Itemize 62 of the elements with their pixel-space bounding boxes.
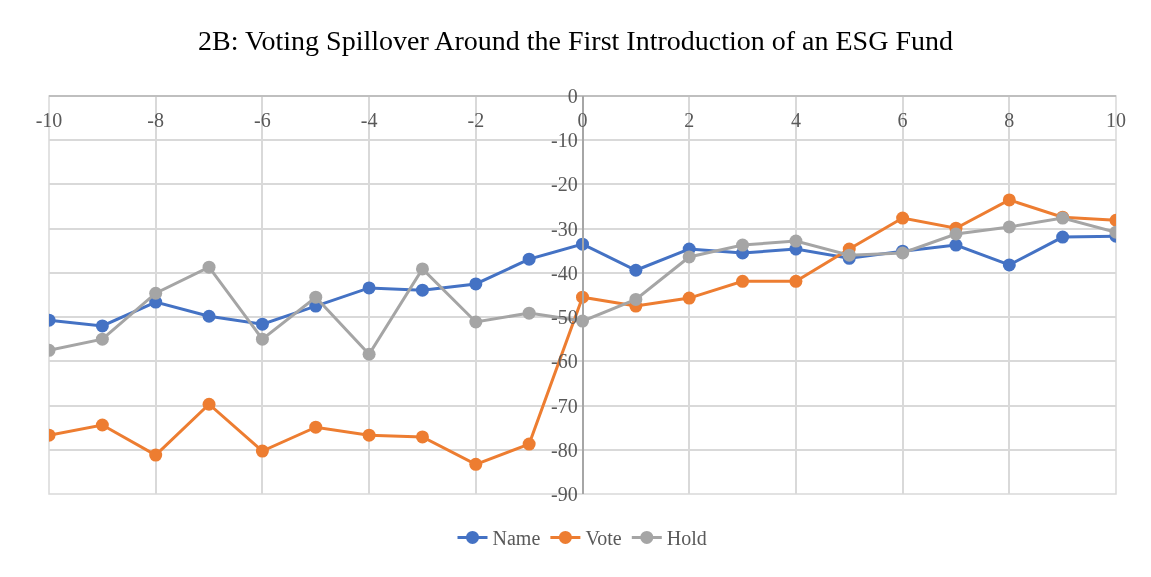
y-tick-label: -20 xyxy=(551,173,578,196)
point xyxy=(1056,230,1070,244)
point xyxy=(309,290,323,304)
point xyxy=(522,306,536,320)
y-tick-label: -90 xyxy=(551,483,578,505)
point xyxy=(522,252,536,266)
x-tick-label: 2 xyxy=(684,108,695,131)
x-tick-label: 8 xyxy=(1004,108,1015,131)
point xyxy=(629,292,643,306)
x-tick-label: -4 xyxy=(360,108,378,131)
y-tick-label: -70 xyxy=(551,394,578,417)
point xyxy=(629,263,643,277)
point xyxy=(415,283,429,297)
chart-title: 2B: Voting Spillover Around the First Introduction of an ESG Fund xyxy=(198,25,953,57)
y-tick-label: -80 xyxy=(551,438,578,461)
x-tick-label: 10 xyxy=(1106,108,1126,131)
x-tick-label: -8 xyxy=(147,108,165,131)
point xyxy=(682,250,696,264)
y-tick-label: -10 xyxy=(551,129,578,152)
point xyxy=(202,260,216,274)
x-tick-label: 4 xyxy=(790,108,801,131)
point xyxy=(736,274,750,288)
point xyxy=(789,274,803,288)
point xyxy=(309,420,323,434)
y-tick-label: -50 xyxy=(551,306,578,329)
point xyxy=(896,211,910,225)
point xyxy=(255,317,269,331)
point xyxy=(362,428,376,442)
point xyxy=(95,319,109,333)
point xyxy=(362,281,376,295)
point xyxy=(682,291,696,305)
y-tick-label: -40 xyxy=(551,261,578,284)
point xyxy=(202,309,216,323)
point xyxy=(1002,258,1016,272)
x-tick-label: -2 xyxy=(467,108,485,131)
point xyxy=(415,262,429,276)
legend-label: Name xyxy=(492,527,541,550)
point xyxy=(362,347,376,361)
point xyxy=(469,315,483,329)
point xyxy=(1002,220,1016,234)
point xyxy=(469,277,483,291)
point xyxy=(149,448,163,462)
point xyxy=(95,332,109,346)
point xyxy=(255,444,269,458)
x-tick-label: -10 xyxy=(35,108,63,131)
y-tick-label: -30 xyxy=(551,217,578,240)
point xyxy=(736,238,750,252)
x-tick-label: 6 xyxy=(897,108,908,131)
point xyxy=(522,437,536,451)
legend-label: Hold xyxy=(666,527,707,550)
legend-label: Vote xyxy=(585,527,622,550)
point xyxy=(949,227,963,241)
point xyxy=(415,430,429,444)
point xyxy=(95,418,109,432)
point xyxy=(1002,193,1016,207)
point xyxy=(469,457,483,471)
point xyxy=(789,234,803,248)
y-tick-label: 0 xyxy=(567,85,578,107)
point xyxy=(255,332,269,346)
point xyxy=(149,286,163,300)
x-tick-label: -6 xyxy=(254,108,271,131)
point xyxy=(202,397,216,411)
